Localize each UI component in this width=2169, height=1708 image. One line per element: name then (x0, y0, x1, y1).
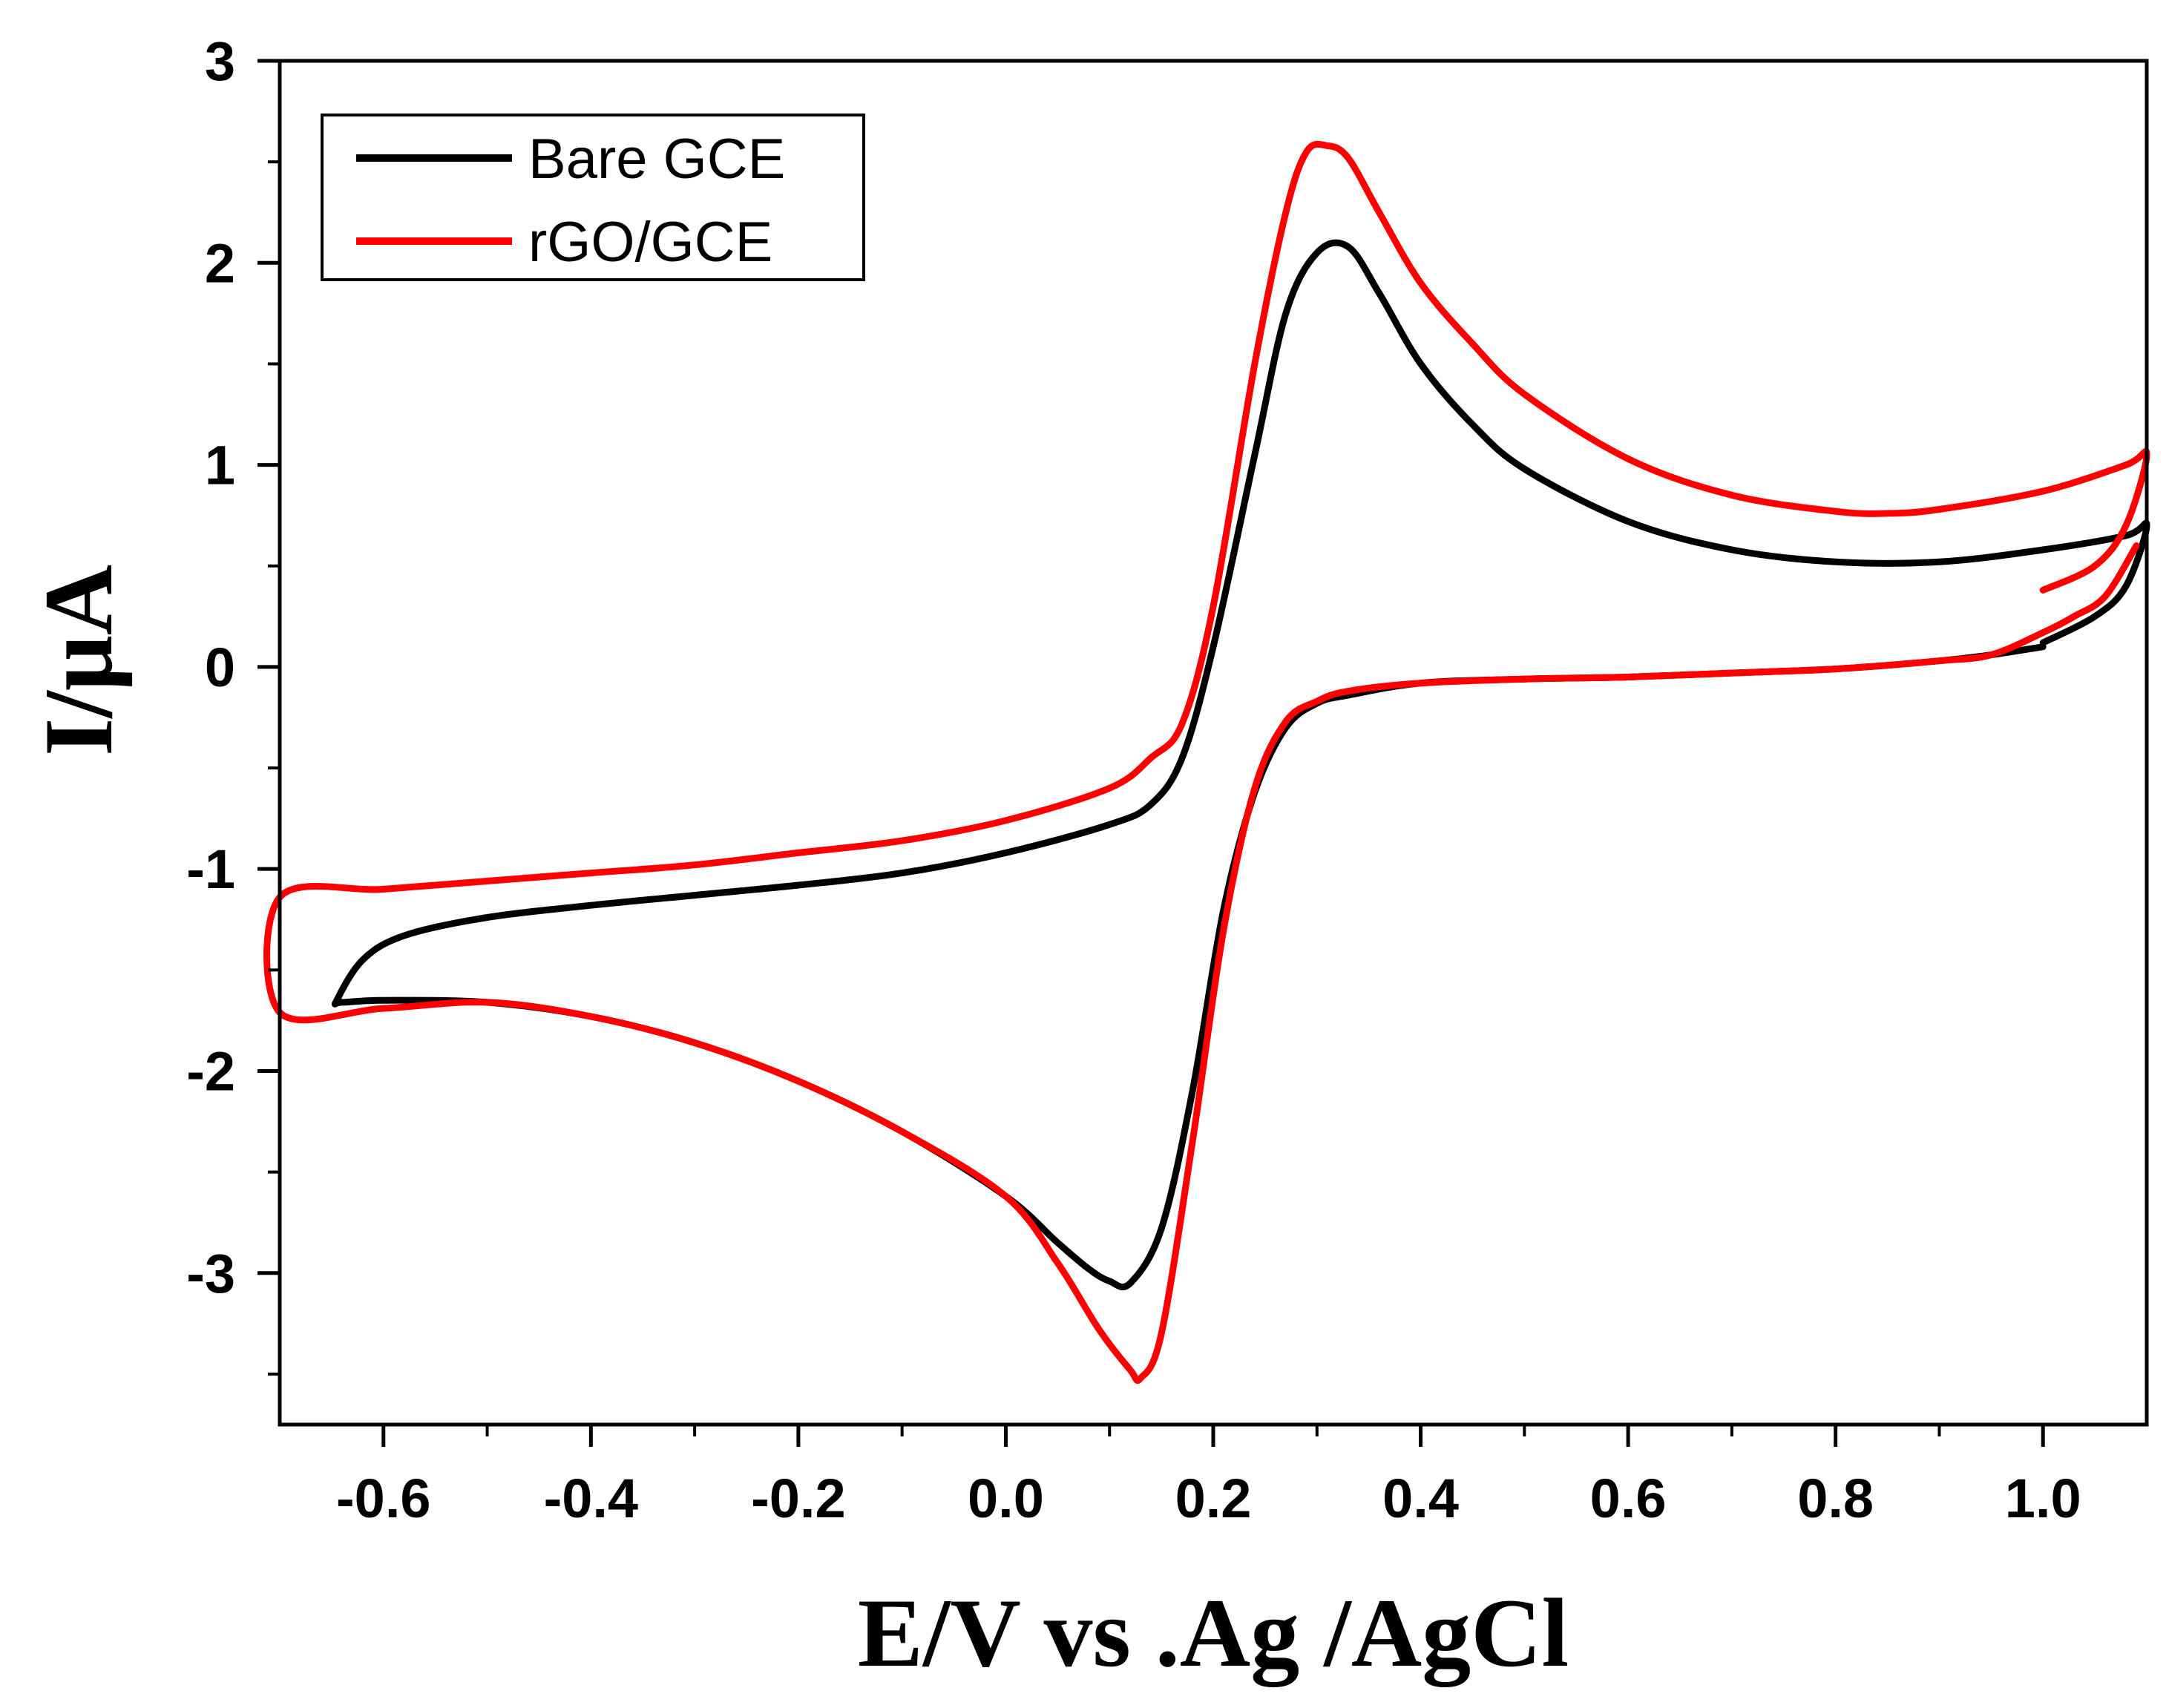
series-layer (263, 140, 2150, 1385)
legend: Bare GCE rGO/GCE (321, 114, 865, 281)
x-tick-label: 0.6 (1590, 1468, 1667, 1529)
x-tick-label: 0.2 (1175, 1468, 1252, 1529)
y-tick-label: 1 (205, 435, 235, 496)
x-tick-label: 1.0 (2005, 1468, 2081, 1529)
x-tick-label: -0.4 (544, 1468, 639, 1529)
legend-label-bare-gce: Bare GCE (528, 128, 785, 191)
y-axis-ticks: -3 -2 -1 0 1 2 3 (186, 30, 280, 1376)
x-tick-label: -0.6 (336, 1468, 431, 1529)
x-tick-label: -0.2 (751, 1468, 846, 1529)
y-tick-label: -1 (186, 838, 235, 900)
y-tick-label: 3 (205, 30, 235, 92)
legend-label-rgo-gce: rGO/GCE (528, 211, 772, 274)
x-axis-ticks: -0.6 -0.4 -0.2 0.0 0.2 0.4 0.6 0.8 1.0 (336, 1425, 2081, 1529)
x-tick-label: 0.8 (1797, 1468, 1874, 1529)
y-tick-label: -3 (186, 1243, 235, 1304)
series-line-bare-gce (331, 239, 2150, 1291)
y-axis-title: I/μA (24, 565, 133, 756)
series-line-rgo-gce (263, 140, 2150, 1385)
x-tick-label: 0.4 (1382, 1468, 1459, 1529)
x-tick-label: 0.0 (968, 1468, 1044, 1529)
x-axis-title: E/V vs .Ag /AgCl (858, 1578, 1569, 1687)
y-tick-label: 0 (205, 637, 235, 698)
legend-box (321, 114, 865, 281)
y-tick-label: 2 (205, 232, 235, 294)
y-tick-label: -2 (186, 1040, 235, 1102)
